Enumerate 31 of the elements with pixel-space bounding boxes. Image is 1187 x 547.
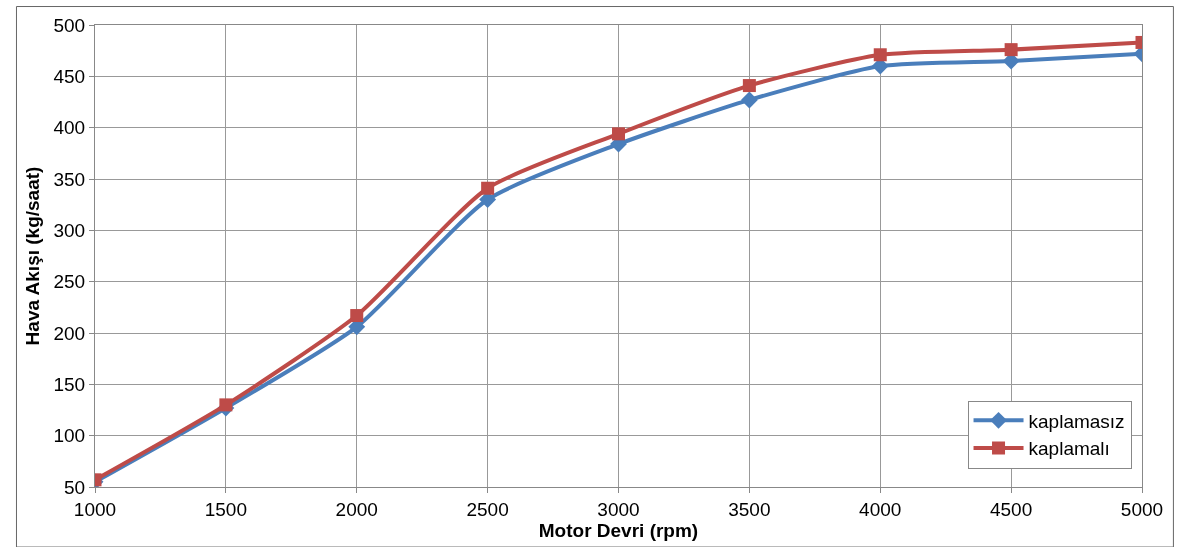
legend-label: kaplamalı: [1028, 438, 1110, 460]
y-tick-label: 200: [53, 322, 86, 344]
point: [740, 91, 758, 109]
y-tick-label: 300: [53, 219, 86, 241]
x-axis-title: Motor Devri (rpm): [538, 519, 699, 541]
y-tick-label: 400: [53, 117, 86, 139]
x-tick-label: 3000: [597, 498, 640, 520]
y-tick-label: 450: [53, 65, 86, 87]
x-tick-label: 3500: [728, 498, 771, 520]
y-tick-label: 500: [53, 14, 86, 36]
y-axis-title: Hava Akışı (kg/saat): [22, 166, 44, 346]
point: [350, 309, 364, 323]
legend-label: kaplamasız: [1028, 410, 1125, 432]
x-tick-label: 5000: [1120, 498, 1164, 520]
x-tick-label: 4000: [859, 498, 902, 520]
point: [742, 79, 756, 93]
x-tick-label: 1000: [73, 498, 117, 520]
y-tick-label: 100: [53, 425, 86, 447]
point: [481, 181, 495, 195]
y-tick-label: 250: [53, 271, 86, 293]
x-tick-label: 4500: [989, 498, 1033, 520]
point: [873, 48, 887, 62]
y-tick-label: 350: [53, 168, 86, 190]
point: [1004, 43, 1018, 57]
point: [219, 398, 233, 412]
x-tick-label: 2500: [466, 498, 509, 520]
y-tick-label: 150: [53, 373, 86, 395]
point: [612, 127, 625, 141]
x-tick-label: 1500: [204, 498, 248, 520]
x-tick-label: 2000: [335, 498, 378, 520]
y-tick-label: 50: [64, 476, 86, 498]
